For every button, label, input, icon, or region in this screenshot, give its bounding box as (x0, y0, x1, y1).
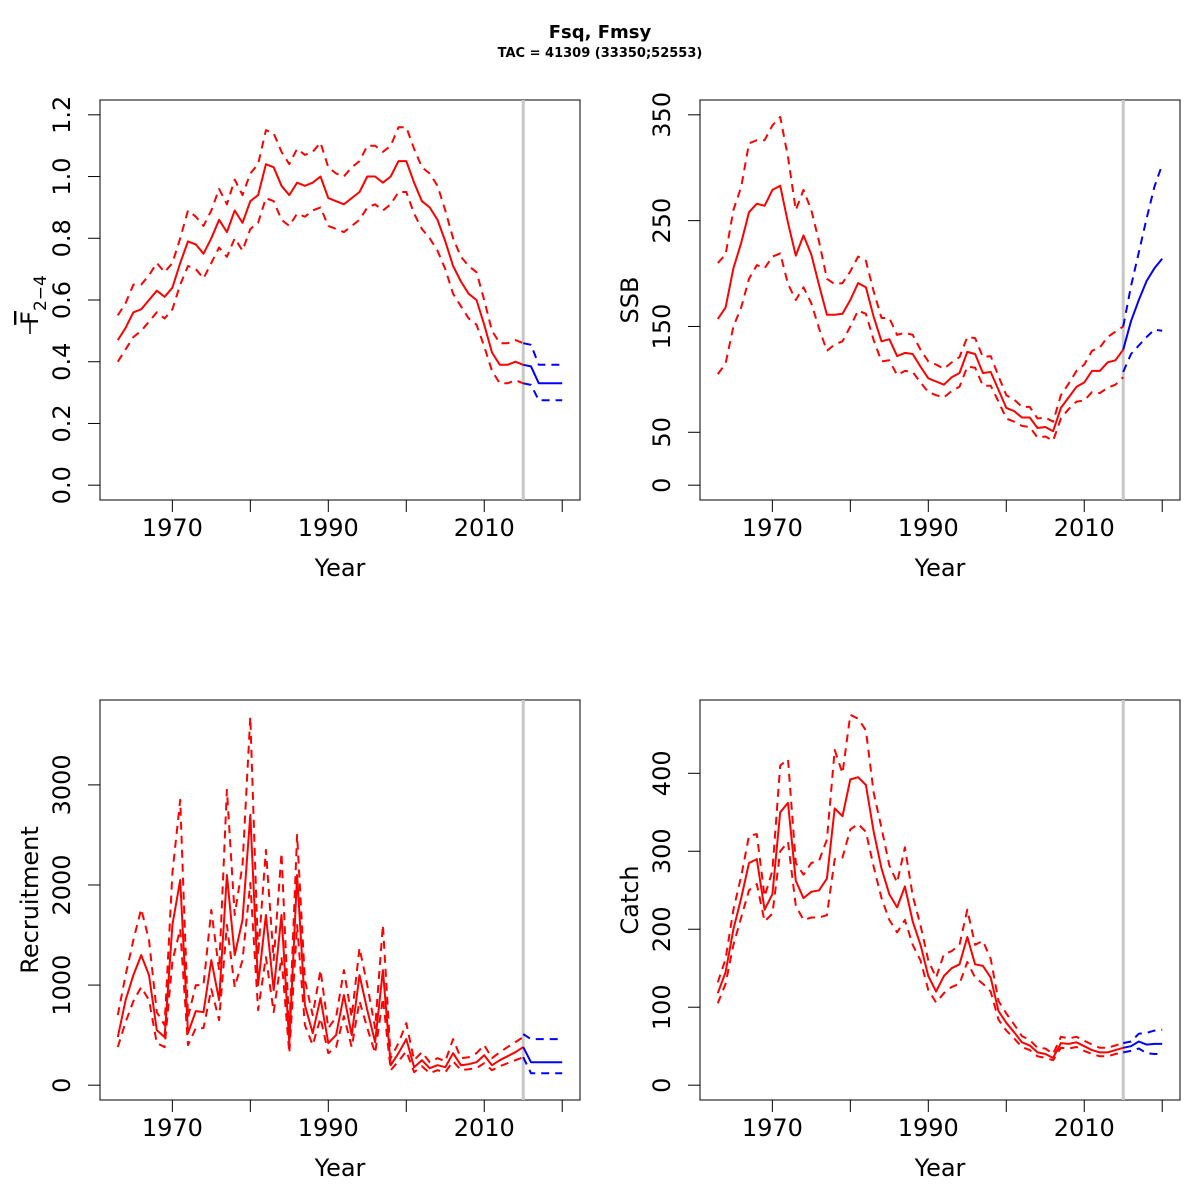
y-tick-label: 350 (648, 92, 676, 138)
history-median-line (116, 813, 524, 1070)
history-lower-bound-line (116, 882, 524, 1075)
x-tick-label: 1990 (298, 1114, 359, 1142)
y-tick-label: 400 (648, 750, 676, 796)
x-tick-label: 2010 (454, 514, 515, 542)
history-upper-bound-line (717, 115, 1124, 423)
y-tick-label: 1.2 (48, 96, 76, 134)
history-upper-bound-line (716, 713, 1124, 1055)
x-axis-label: Year (314, 1154, 366, 1182)
forecast-upper-bound-line (1122, 1028, 1163, 1045)
y-tick-label: 0 (648, 478, 676, 493)
x-tick-label: 1990 (898, 1114, 959, 1142)
history-lower-bound-line (116, 191, 524, 385)
y-tick-label: 200 (648, 906, 676, 952)
y-tick-label: 0.4 (48, 343, 76, 381)
x-tick-label: 2010 (1054, 1114, 1115, 1142)
panel-ssb: 1970 1990 2010 Year 0 50 150 250 350 SSB (616, 92, 1181, 582)
y-axis-label: Recruitment (16, 826, 44, 973)
y-axis-label: F2−4 (16, 275, 51, 325)
y-axis-label: SSB (616, 277, 644, 324)
x-tick-label: 1970 (142, 514, 203, 542)
y-tick-label: 300 (648, 828, 676, 874)
x-tick-label: 1970 (742, 514, 803, 542)
y-tick-label: 50 (648, 417, 676, 448)
forecast-median-line (1122, 258, 1163, 350)
x-axis-label: Year (314, 554, 366, 582)
x-tick-label: 1970 (142, 1114, 203, 1142)
history-lower-bound-line (716, 823, 1124, 1062)
forecast-upper-bound-line (522, 342, 563, 366)
y-axis-label-sub: 2−4 (31, 275, 51, 311)
history-upper-bound-line (116, 126, 524, 345)
y-tick-label: 0 (48, 1078, 76, 1093)
y-tick-label: 250 (648, 198, 676, 244)
x-tick-label: 1990 (298, 514, 359, 542)
plot-frame (99, 99, 581, 501)
y-tick-label: 0 (648, 1078, 676, 1093)
history-median-line (716, 776, 1124, 1059)
forecast-median-line (1122, 1040, 1163, 1049)
forecast-lower-bound-line (1123, 1047, 1163, 1055)
x-tick-label: 1970 (742, 1114, 803, 1142)
panel-catch: 1970 1990 2010 Year 0 100 200 300 400 Catch (616, 699, 1181, 1182)
y-tick-label: 0.6 (48, 281, 76, 319)
forecast-median-line (522, 1046, 563, 1064)
history-median-line (716, 184, 1125, 433)
y-axis-label-main: F (16, 311, 44, 325)
x-axis-label: Year (914, 554, 966, 582)
x-axis-label: Year (914, 1154, 966, 1182)
y-tick-label: 1.0 (48, 157, 76, 195)
history-lower-bound-line (716, 252, 1124, 442)
figure-title: Fsq, Fmsy (548, 22, 652, 43)
x-tick-label: 2010 (1054, 514, 1115, 542)
y-tick-label: 0.0 (48, 466, 76, 504)
y-tick-label: 3000 (48, 754, 76, 815)
y-axis-label: Catch (616, 865, 644, 934)
forecast-median-line (522, 363, 563, 385)
plot-frame (699, 99, 1181, 501)
panel-fbar: 1970 1990 2010 Year 0.0 0.2 0.4 0.6 0.8 1.0 1.2 F2−… (16, 96, 581, 582)
x-tick-label: 1990 (898, 514, 959, 542)
forecast-upper-bound-line (1122, 164, 1164, 327)
plot-frame (699, 699, 1181, 1101)
forecast-lower-bound-line (522, 1056, 563, 1075)
y-tick-label: 1000 (48, 955, 76, 1016)
y-tick-label: 150 (648, 304, 676, 350)
y-tick-label: 100 (648, 984, 676, 1030)
forecast-upper-bound-line (522, 1033, 563, 1041)
history-median-line (116, 160, 524, 366)
y-tick-label: 0.8 (48, 219, 76, 257)
x-tick-label: 2010 (454, 1114, 515, 1142)
forecast-lower-bound-line (1122, 328, 1163, 373)
y-tick-label: 2000 (48, 854, 76, 915)
figure-subtitle: TAC = 41309 (33350;52553) (497, 46, 703, 61)
forecast-lower-bound-line (522, 382, 563, 402)
y-tick-label: 0.2 (48, 404, 76, 442)
